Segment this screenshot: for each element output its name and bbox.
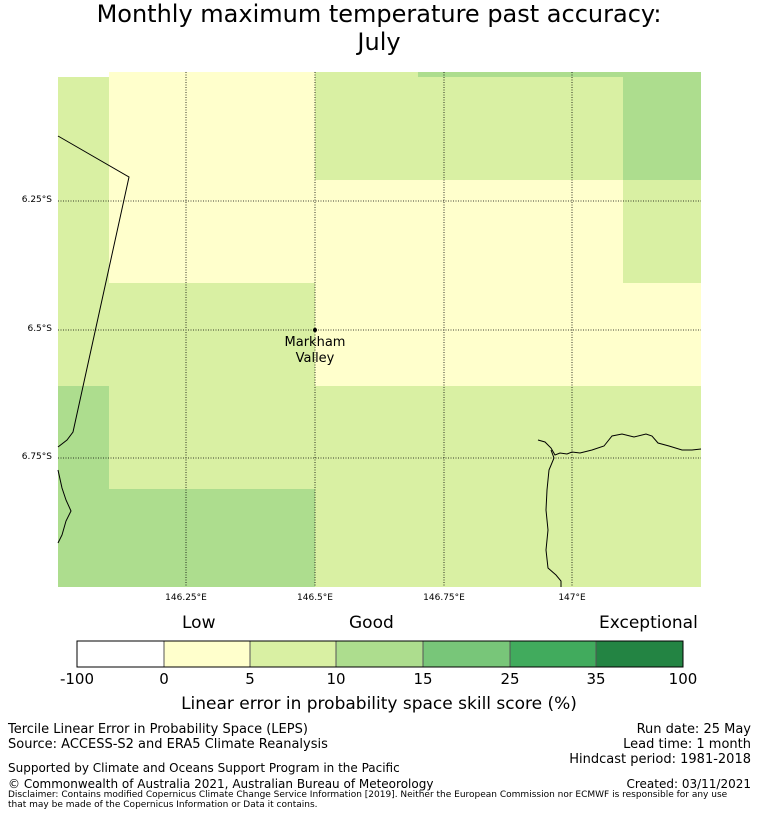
footer-disclaimer: Disclaimer: Contains modified Copernicus… xyxy=(8,790,753,810)
colorbar-segment-7 xyxy=(596,641,683,667)
place-label-line-1: Markham xyxy=(284,335,346,350)
grid-cell-good15-sw xyxy=(58,386,109,587)
river-east xyxy=(545,449,562,587)
colorbar-segment-4 xyxy=(336,641,423,667)
footer-run-date: Run date: 25 May xyxy=(636,722,751,737)
footer-copyright: © Commonwealth of Australia 2021, Austra… xyxy=(8,777,434,791)
footer-created: Created: 03/11/2021 xyxy=(626,777,751,791)
colorbar-tick-5: 15 xyxy=(413,670,433,688)
place-label: Markham Valley xyxy=(265,335,365,367)
colorbar-tick-1: -100 xyxy=(59,670,95,688)
skill-grid xyxy=(58,72,701,587)
grid-cell-good15-south xyxy=(109,489,315,587)
grid-cell-blank-top xyxy=(58,72,109,77)
lat-tick-3: 6.75°S xyxy=(21,452,52,462)
footer-disclaimer-line-1: Disclaimer: Contains modified Copernicus… xyxy=(8,790,728,800)
colorbar-tick-6: 25 xyxy=(500,670,520,688)
colorbar-segment-2 xyxy=(164,641,250,667)
grid-cell-low-east xyxy=(623,283,701,386)
footer-hindcast: Hindcast period: 1981-2018 xyxy=(569,752,751,767)
colorbar-segment-3 xyxy=(250,641,336,667)
colorbar-segment-5 xyxy=(423,641,510,667)
grid-cell-good15-top xyxy=(418,72,701,77)
coastlines xyxy=(57,135,702,587)
chart-title: Monthly maximum temperature past accurac… xyxy=(0,0,758,56)
footer-source: Source: ACCESS-S2 and ERA5 Climate Reana… xyxy=(8,737,328,752)
footer-lead-time: Lead time: 1 month xyxy=(623,737,751,752)
colorbar xyxy=(76,640,684,668)
footer-left-block: Tercile Linear Error in Probability Spac… xyxy=(8,722,328,752)
colorbar-tick-3: 5 xyxy=(245,670,255,688)
footer-disclaimer-line-2: that may be made of the Copernicus Infor… xyxy=(8,800,318,810)
place-label-line-2: Valley xyxy=(295,351,335,366)
lon-tick-4: 147°E xyxy=(558,593,586,603)
colorbar-tick-2: 0 xyxy=(159,670,169,688)
colorbar-title: Linear error in probability space skill … xyxy=(181,694,577,714)
grid-cell-low-nw xyxy=(109,72,315,283)
lat-tick-2: 6.5°S xyxy=(27,324,52,334)
coastline-east xyxy=(537,433,702,456)
legend-category-good: Good xyxy=(349,613,394,633)
colorbar-segment-1 xyxy=(77,641,164,667)
colorbar-frame xyxy=(76,640,684,668)
footer-support: Supported by Climate and Oceans Support … xyxy=(8,761,400,775)
colorbar-tick-7: 35 xyxy=(586,670,606,688)
title-line-2: July xyxy=(357,28,401,56)
footer-right-block: Run date: 25 May Lead time: 1 month Hind… xyxy=(569,722,751,767)
lon-tick-2: 146.5°E xyxy=(297,593,333,603)
footer-method: Tercile Linear Error in Probability Spac… xyxy=(8,722,308,737)
lon-tick-1: 146.25°E xyxy=(165,593,207,603)
colorbar-tick-8: 100 xyxy=(668,670,698,688)
colorbar-segment-6 xyxy=(510,641,596,667)
markham-valley-marker xyxy=(313,328,317,332)
legend-category-low: Low xyxy=(182,613,216,633)
coastline-west xyxy=(57,469,72,544)
lon-tick-3: 146.75°E xyxy=(423,593,465,603)
colorbar-tick-4: 10 xyxy=(326,670,346,688)
title-line-1: Monthly maximum temperature past accurac… xyxy=(96,0,662,28)
lat-tick-1: 6.25°S xyxy=(21,195,52,205)
legend-category-exceptional: Exceptional xyxy=(599,613,698,633)
border-line-west xyxy=(57,135,130,448)
grid-cell-good15-ne xyxy=(623,72,701,180)
